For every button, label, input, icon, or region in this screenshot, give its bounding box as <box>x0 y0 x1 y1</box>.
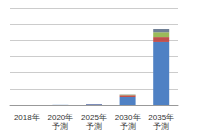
svg-text:予測: 予測 <box>86 122 102 131</box>
svg-text:2020年: 2020年 <box>48 113 74 122</box>
svg-text:2035年: 2035年 <box>148 113 174 122</box>
svg-text:予測: 予測 <box>120 122 136 131</box>
svg-text:2030年: 2030年 <box>115 113 141 122</box>
svg-text:2018年: 2018年 <box>14 113 40 122</box>
svg-text:予測: 予測 <box>153 122 169 131</box>
svg-text:2025年: 2025年 <box>81 113 107 122</box>
svg-text:予測: 予測 <box>52 122 68 131</box>
